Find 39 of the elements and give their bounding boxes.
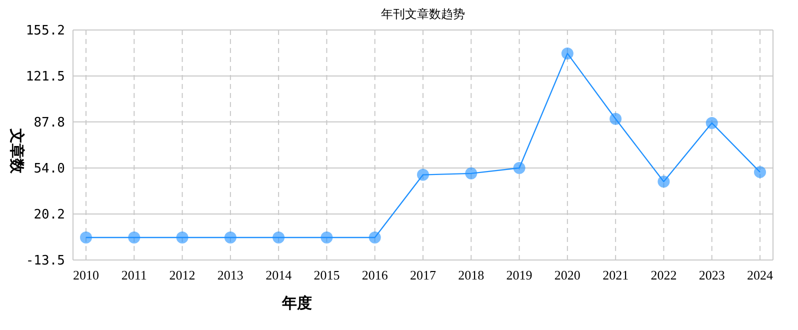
x-tick-label: 2015 <box>314 268 340 283</box>
x-tick-label: 2022 <box>650 268 677 283</box>
x-tick-label: 2020 <box>554 268 580 283</box>
x-tick-label: 2023 <box>698 268 725 283</box>
x-tick-label: 2017 <box>410 268 436 283</box>
x-tick-label: 2016 <box>362 268 388 283</box>
x-tick-label: 2019 <box>506 268 532 283</box>
point <box>417 168 429 181</box>
chart-title: 年刊文章数趋势 <box>381 7 465 21</box>
x-tick-label: 2011 <box>121 268 147 283</box>
y-tick-label: 87.8 <box>34 115 65 130</box>
x-tick-label: 2012 <box>169 268 196 283</box>
x-axis-title: 年度 <box>281 294 312 312</box>
point <box>513 162 526 174</box>
y-tick-label: -13.5 <box>26 254 65 269</box>
x-tick-label: 2010 <box>73 268 99 283</box>
point <box>272 232 285 244</box>
x-tick-label: 2013 <box>217 268 244 283</box>
x-tick-label: 2024 <box>747 268 774 283</box>
y-tick-label: 20.2 <box>34 208 65 223</box>
x-tick-label: 2014 <box>266 268 292 283</box>
point <box>658 176 670 188</box>
point <box>561 47 574 60</box>
point <box>320 232 333 244</box>
point <box>465 167 478 180</box>
point <box>224 232 236 244</box>
x-tick-label: 2021 <box>602 268 629 283</box>
point <box>368 232 381 244</box>
y-tick-label: 155.2 <box>26 24 65 39</box>
point <box>706 116 718 129</box>
point <box>80 232 92 244</box>
point <box>128 232 140 244</box>
point <box>610 112 622 125</box>
point <box>176 232 188 244</box>
y-tick-label: 121.5 <box>26 69 65 84</box>
point <box>754 166 766 178</box>
x-tick-label: 2018 <box>458 268 484 283</box>
y-tick-label: 54.0 <box>34 162 65 177</box>
y-axis-title: 文章数 <box>8 128 26 174</box>
